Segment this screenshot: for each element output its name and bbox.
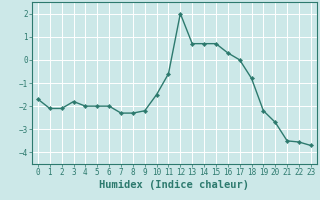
- X-axis label: Humidex (Indice chaleur): Humidex (Indice chaleur): [100, 180, 249, 190]
